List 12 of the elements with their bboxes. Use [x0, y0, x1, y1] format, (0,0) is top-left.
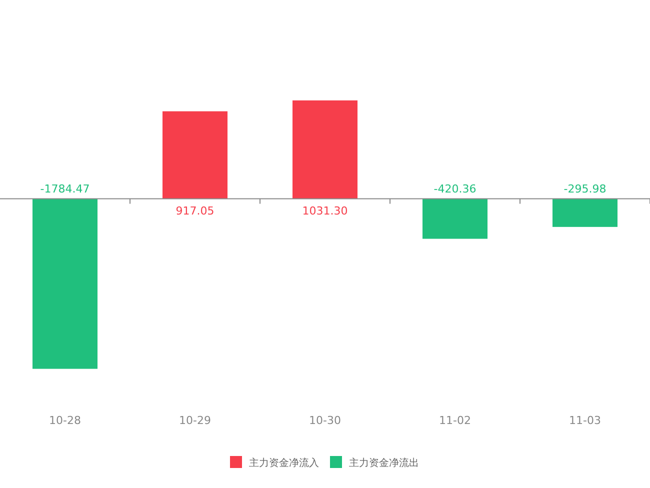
x-tick-label: 11-02 — [439, 414, 471, 427]
data-label: -420.36 — [434, 182, 476, 196]
x-tick-label: 11-03 — [569, 414, 601, 427]
x-tick-label: 10-30 — [309, 414, 341, 427]
x-tick-label: 10-29 — [179, 414, 211, 427]
legend-label: 主力资金净流出 — [349, 457, 419, 469]
data-label: 917.05 — [176, 204, 214, 218]
x-tick-label: 10-28 — [49, 414, 81, 427]
data-label: 1031.30 — [302, 204, 348, 218]
legend-label: 主力资金净流入 — [249, 457, 319, 469]
data-label: -1784.47 — [40, 182, 90, 196]
data-label: -295.98 — [564, 182, 606, 196]
